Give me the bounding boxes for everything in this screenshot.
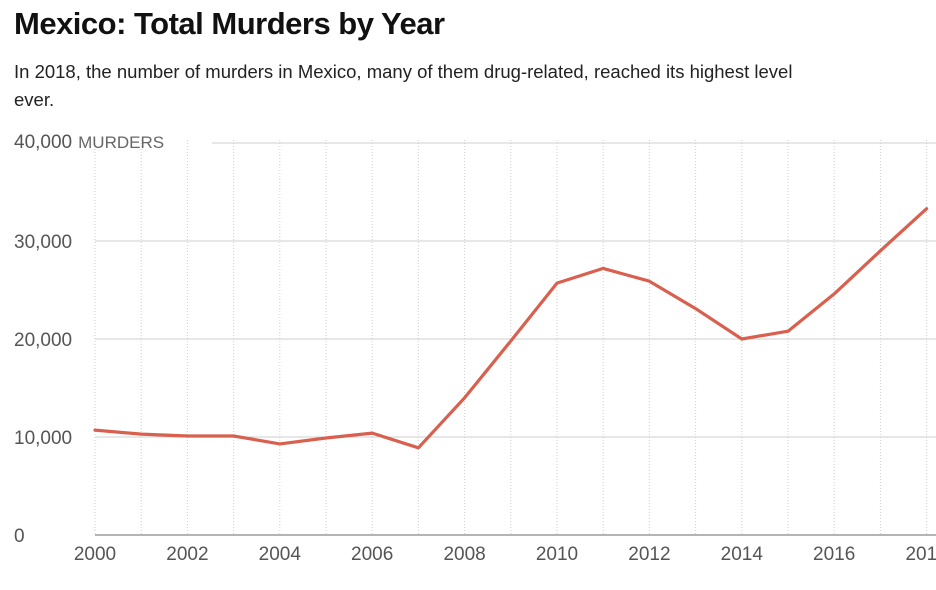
chart-title: Mexico: Total Murders by Year [14,6,445,41]
y-axis-ticks: 0 10,000 20,000 30,000 40,000 MURDERS [14,132,164,547]
horizontal-grid [95,142,936,536]
x-tick-label: 2012 [628,544,670,565]
x-tick-label: 2014 [721,544,764,565]
y-tick-label: 0 [14,526,25,547]
x-tick-label: 2002 [166,544,208,565]
y-tick-label: 40,000 MURDERS [14,132,164,153]
data-series [93,207,929,450]
y-tick-label: 30,000 [14,232,72,253]
vertical-grid [94,140,928,535]
y-tick-label: 10,000 [14,428,72,449]
y-axis-unit-label: MURDERS [78,133,164,152]
x-tick-label: 2010 [536,544,578,565]
x-tick-label: 2004 [259,544,302,565]
x-tick-label: 2008 [443,544,485,565]
chart-subtitle: In 2018, the number of murders in Mexico… [14,61,793,110]
y-tick-label: 20,000 [14,330,72,351]
x-tick-label: 2018 [905,544,936,565]
murders-series-line [93,207,929,450]
x-axis-ticks: 2000 2002 2004 2006 2008 2010 2012 2014 2016 2018 [74,544,936,565]
x-tick-label: 2016 [813,544,855,565]
x-tick-label: 2000 [74,544,116,565]
x-tick-label: 2006 [351,544,393,565]
